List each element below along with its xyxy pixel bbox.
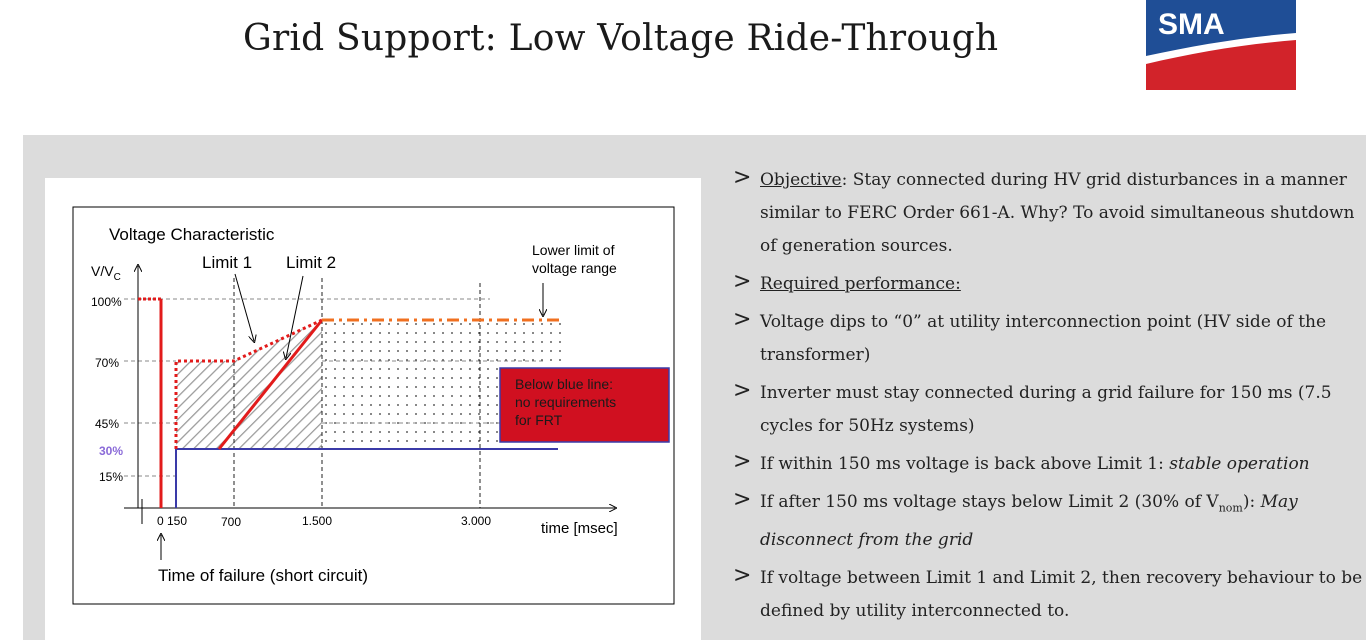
limit2-line	[217, 319, 324, 450]
red-box-line-1: Below blue line:	[515, 376, 613, 392]
limit1-line	[174, 318, 323, 449]
diagram-heading: Voltage Characteristic	[109, 225, 275, 244]
bullet-arrow-icon: >	[733, 307, 752, 332]
red-box-line-2: no requirements	[515, 394, 616, 410]
voltage-characteristic-diagram: Below blue line: no requirements for FRT…	[72, 206, 675, 605]
limit1-arrow	[234, 273, 254, 341]
sma-logo: SMA	[1146, 0, 1296, 90]
bullet-limit2: > If after 150 ms voltage stays below Li…	[733, 486, 1363, 557]
limit2-arrow	[286, 275, 304, 358]
bullet-arrow-icon: >	[733, 449, 752, 474]
bullet-arrow-icon: >	[733, 165, 752, 190]
bullet-required-performance: > Required performance:	[733, 268, 1363, 301]
bullet-arrow-icon: >	[733, 378, 752, 403]
x-tick-700: 700	[221, 515, 241, 529]
diagram-panel: Below blue line: no requirements for FRT…	[45, 178, 701, 640]
red-box-line-3: for FRT	[515, 412, 563, 428]
bullet-limit1: > If within 150 ms voltage is back above…	[733, 448, 1363, 481]
bullet-arrow-icon: >	[733, 563, 752, 589]
bullet-voltage-dips: > Voltage dips to “0” at utility interco…	[733, 306, 1363, 372]
failure-note: Time of failure (short circuit)	[158, 566, 368, 585]
limit1-label: Limit 1	[202, 253, 252, 272]
x-tick-1500: 1.500	[302, 514, 332, 528]
lower-limit-label-1: Lower limit of	[532, 242, 615, 258]
y-tick-45: 45%	[95, 417, 119, 431]
lower-limit-label-2: voltage range	[532, 260, 617, 276]
svg-text:SMA: SMA	[1158, 8, 1225, 41]
no-requirements-box	[499, 367, 670, 443]
y-axis-label: V/VC	[91, 263, 121, 283]
bullet-inverter-connected: > Inverter must stay connected during a …	[733, 377, 1363, 443]
limit2-label: Limit 2	[286, 253, 336, 272]
bullet-recovery: > If voltage between Limit 1 and Limit 2…	[733, 562, 1363, 628]
y-tick-30: 30%	[99, 444, 123, 458]
gridlines	[124, 298, 565, 477]
bullet-arrow-icon: >	[733, 269, 752, 294]
y-tick-70: 70%	[95, 356, 119, 370]
bullet-list: > Objective: Stay connected during HV gr…	[733, 164, 1363, 633]
bullet-objective: > Objective: Stay connected during HV gr…	[733, 164, 1363, 263]
bullet-arrow-icon: >	[733, 487, 752, 512]
y-tick-15: 15%	[99, 470, 123, 484]
page-title: Grid Support: Low Voltage Ride-Through	[243, 18, 999, 59]
x-tick-3000: 3.000	[461, 514, 491, 528]
y-tick-100: 100%	[91, 295, 122, 309]
x-tick-0-150: 0 150	[157, 514, 187, 528]
x-axis-label: time [msec]	[541, 520, 618, 537]
